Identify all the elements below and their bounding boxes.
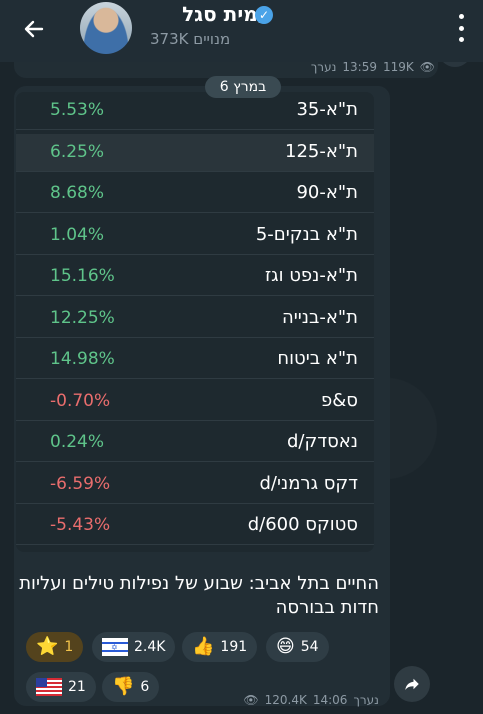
row-divider: [16, 544, 374, 545]
table-row: ת"א-נפט וגז 15.16%: [16, 258, 374, 296]
view-count: 119K: [382, 60, 414, 74]
index-name: ס&פ: [321, 389, 358, 411]
thumbs-down-icon: 👎: [112, 676, 135, 697]
table-row: ת"א בנקים-5 1.04%: [16, 217, 374, 255]
row-divider: [16, 336, 374, 338]
message-meta: 👁 120.4K 14:06 נערך: [243, 693, 379, 707]
reaction-count: 54: [300, 639, 319, 655]
index-name: ת"א-125: [285, 140, 358, 162]
us-flag-icon: [36, 678, 62, 696]
index-change: -5.43%: [50, 515, 111, 535]
row-divider: [16, 295, 374, 296]
row-divider: [16, 502, 374, 504]
index-change: 15.16%: [50, 266, 115, 286]
table-row: ת"א-בנייה 12.25%: [16, 300, 374, 338]
channel-avatar[interactable]: [80, 2, 132, 54]
table-row: נאסדק/d 0.24%: [16, 424, 374, 462]
row-divider: [16, 129, 374, 130]
reaction-thumbs-down[interactable]: 👎 6: [102, 672, 160, 702]
reaction-count: 6: [140, 679, 150, 695]
reaction-star[interactable]: ⭐ 1: [26, 632, 84, 662]
index-name: ת"א ביטוח: [277, 348, 358, 369]
grin-icon: 😄: [276, 636, 295, 657]
index-name: דקס גרמני/d: [259, 472, 358, 494]
row-divider: [16, 378, 374, 379]
eye-icon: 👁: [419, 60, 435, 74]
index-name: ת"א-נפט וגז: [264, 265, 358, 286]
view-count: 120.4K: [264, 693, 307, 707]
index-name: ת"א-90: [296, 182, 358, 203]
back-arrow-icon[interactable]: [18, 13, 50, 45]
message-time: 14:06: [312, 693, 348, 707]
row-divider: [16, 212, 374, 213]
message-time: 13:59: [342, 60, 377, 74]
index-name: ת"א-35: [296, 99, 358, 120]
kebab-menu-icon[interactable]: [455, 14, 467, 42]
table-row: ת"א-90 8.68%: [16, 175, 374, 213]
table-row: ת"א-35 5.53%: [16, 92, 374, 130]
index-change: 6.25%: [50, 141, 105, 162]
eye-icon: 👁: [243, 693, 259, 707]
row-divider: [16, 253, 374, 255]
reaction-us-flag[interactable]: 21: [26, 672, 96, 702]
reaction-grin[interactable]: 😄 54: [266, 632, 329, 662]
subscriber-count: 373K מנויים: [150, 30, 231, 48]
reaction-count: 191: [220, 639, 248, 655]
index-change: 12.25%: [50, 307, 115, 328]
reaction-count: 21: [68, 679, 86, 695]
thumbs-up-icon: 👍: [192, 636, 215, 657]
reaction-count: 2.4K: [134, 639, 166, 655]
index-change: 1.04%: [50, 224, 105, 245]
index-change: -6.59%: [50, 473, 111, 494]
index-change: 14.98%: [50, 349, 115, 369]
table-row: ת"א-125 6.25%: [16, 133, 374, 172]
market-table: ת"א-35 5.53% ת"א-125 6.25% ת"א-90 8.68% ת"א בנ…: [16, 92, 374, 552]
verified-badge-icon: ✓: [255, 6, 273, 24]
index-change: 8.68%: [50, 183, 105, 203]
date-chip: 6 במרץ: [205, 76, 281, 98]
index-name: נאסדק/d: [286, 431, 358, 452]
table-row: ת"א ביטוח 14.98%: [16, 341, 374, 379]
channel-header: עמית סגל ✓ 373K מנויים: [0, 0, 483, 62]
table-row: ס&פ -0.70%: [16, 383, 374, 421]
edited-label: נערך: [310, 60, 337, 74]
row-divider: [16, 170, 374, 172]
row-divider: [16, 461, 374, 462]
reaction-thumbs-up[interactable]: 👍 191: [182, 632, 258, 662]
israel-flag-icon: ✡: [102, 638, 128, 656]
reaction-count: 1: [64, 639, 74, 655]
index-change: 0.24%: [50, 432, 105, 452]
star-icon: ⭐: [36, 636, 59, 657]
share-arrow-icon[interactable]: [394, 666, 430, 702]
previous-message-meta: נערך 13:59 119K 👁: [311, 60, 435, 74]
index-change: 5.53%: [50, 100, 105, 120]
reaction-israel-flag[interactable]: ✡ 2.4K: [92, 632, 176, 662]
index-change: -0.70%: [50, 390, 111, 411]
index-name: ת"א-בנייה: [281, 306, 358, 328]
table-row: דקס גרמני/d -6.59%: [16, 466, 374, 504]
message-caption: החיים בתל אביב: שבוע של נפילות טילים ועל…: [19, 573, 379, 618]
row-divider: [16, 419, 374, 421]
index-name: ת"א בנקים-5: [255, 223, 358, 245]
table-row: סטוקס d/600 -5.43%: [16, 507, 374, 545]
index-name: סטוקס d/600: [247, 514, 358, 535]
edited-label: נערך: [353, 693, 379, 707]
